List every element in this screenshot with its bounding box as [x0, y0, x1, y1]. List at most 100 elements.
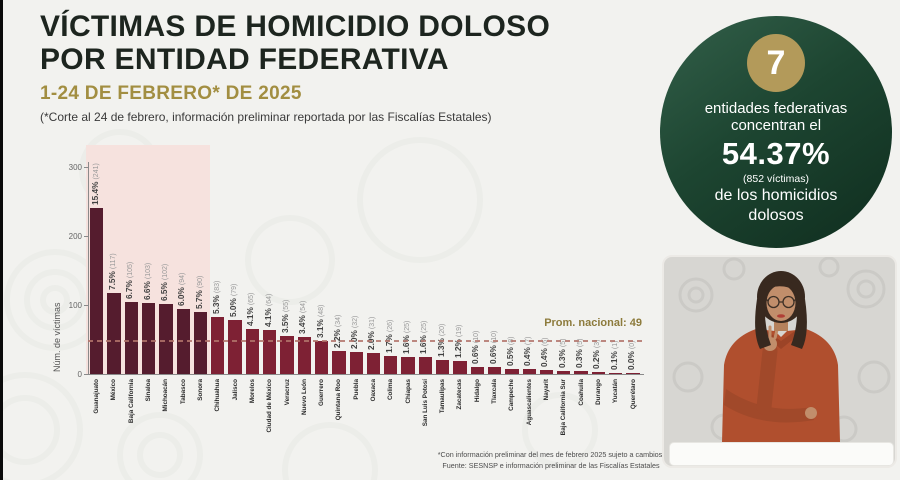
bar-value-label: 0.6% (10): [469, 331, 482, 364]
bar-percent: 6.7%: [124, 279, 135, 299]
bar-percent: 0.0%: [626, 351, 636, 371]
bar-count: (31): [369, 316, 377, 331]
bar-value-label: 0.1% (1): [608, 341, 621, 370]
bar-value-label: 6.5% (102): [158, 263, 171, 300]
date-range-subtitle: 1-24 DE FEBRERO* DE 2025: [40, 83, 302, 104]
x-tick-label: Nuevo León: [300, 379, 308, 416]
bar: [539, 369, 554, 374]
bar: [366, 352, 381, 374]
bar-percent: 0.6%: [470, 345, 481, 365]
bar: [401, 356, 415, 374]
x-tick-label: Baja California: [127, 379, 135, 424]
page-title-line2: POR ENTIDAD FEDERATIVA: [40, 43, 449, 76]
x-tick-label: México: [110, 379, 118, 401]
bar: [418, 356, 433, 374]
bar-percent: 0.5%: [504, 346, 515, 366]
bar: [436, 360, 450, 374]
bar-count: (10): [473, 330, 481, 346]
bar: [384, 356, 398, 374]
bar-count: (25): [421, 320, 429, 335]
x-tick-label: Tabasco: [179, 379, 187, 405]
bar-value-label: 6.0% (94): [175, 273, 188, 306]
source-footnote-line2: Fuente: SESNSP e información preliminar …: [442, 460, 660, 470]
bar: [245, 329, 260, 374]
national-average-label: Prom. nacional: 49: [544, 317, 642, 329]
bar-percent: 4.1%: [262, 307, 273, 327]
bar-value-label: 7.5% (117): [106, 254, 119, 291]
bar-value-label: 3.4% (54): [296, 300, 309, 333]
bar-percent: 6.5%: [158, 281, 169, 301]
bar-count: (241): [92, 162, 100, 182]
bar-count: (7): [525, 336, 533, 348]
bar-count: (90): [196, 275, 204, 290]
bar-value-label: 1.6% (25): [400, 320, 413, 353]
highlight-badge: 7 entidades federativas concentran el 54…: [660, 16, 892, 248]
bar-count: (64): [265, 293, 273, 308]
bar-count: (103): [144, 262, 152, 281]
bar-value-label: 3.5% (55): [279, 300, 292, 333]
bar-percent: 5.0%: [228, 297, 239, 317]
bar: [591, 371, 606, 374]
bar-percent: 5.7%: [193, 289, 204, 309]
bar: [107, 293, 121, 374]
bar-value-label: 4.1% (65): [244, 293, 257, 326]
bar-percent: 6.0%: [176, 287, 187, 307]
x-axis-line: [88, 374, 644, 375]
bar-value-label: 4.1% (64): [262, 293, 275, 326]
bar: [626, 373, 640, 374]
bar: [159, 303, 173, 374]
bar-count: (48): [317, 304, 325, 319]
video-caption-strip: [669, 442, 894, 466]
x-tick-label: Morelos: [248, 379, 256, 404]
data-cutoff-note: (*Corte al 24 de febrero, información pr…: [40, 110, 492, 124]
x-tick-label: Michoacán: [162, 379, 170, 412]
bar-percent: 2.2%: [331, 328, 342, 348]
x-tick-label: Guerrero: [318, 379, 325, 406]
header: VÍCTIMAS DE HOMICIDIO DOLOSO POR ENTIDAD…: [40, 10, 660, 124]
bar-value-label: 1.7% (26): [383, 320, 396, 353]
bar: [228, 319, 242, 374]
national-average-line: [88, 340, 642, 342]
bar-value-label: 2.2% (34): [331, 314, 344, 347]
page-title: VÍCTIMAS DE HOMICIDIO DOLOSO POR ENTIDAD…: [40, 10, 660, 76]
bar: [297, 336, 311, 374]
plot-area: 15.4% (241) 7.5% (117) 6.7% (105) 6.6% (103…: [88, 162, 644, 374]
bar: [609, 373, 623, 374]
bar: [487, 367, 502, 374]
bar: [522, 369, 536, 374]
bar-percent: 3.4%: [297, 314, 308, 334]
bar-value-label: 6.6% (103): [141, 263, 154, 300]
sign-language-interpreter-video: [662, 255, 897, 468]
bar: [211, 316, 225, 374]
bar-percent: 0.1%: [608, 351, 619, 370]
bar: [332, 350, 346, 374]
bar-count: (26): [386, 319, 394, 335]
bar-value-label: 2.0% (31): [365, 316, 378, 349]
bar-count: (32): [352, 315, 360, 330]
x-tick-label: Colima: [387, 379, 395, 400]
bar-count: (117): [110, 253, 117, 272]
x-tick-label: Puebla: [352, 379, 360, 400]
x-tick-label: Chihuahua: [214, 379, 222, 412]
bar-count: (34): [334, 314, 342, 329]
bar: [505, 368, 519, 374]
bar: [90, 207, 104, 374]
bar-percent: 0.2%: [591, 349, 602, 369]
bar-count: (1): [611, 340, 619, 352]
bar-count: (65): [248, 292, 256, 308]
bar-value-label: 0.3% (5): [573, 338, 586, 367]
bar-percent: 3.5%: [280, 314, 290, 334]
bar-value-label: 2.0% (32): [348, 316, 361, 349]
bar-count: (10): [490, 330, 498, 346]
bar-value-label: 5.3% (83): [210, 280, 223, 313]
page-title-line1: VÍCTIMAS DE HOMICIDIO DOLOSO: [40, 10, 551, 43]
interpreter-figure: [672, 257, 891, 443]
bar-count: (0): [629, 340, 636, 352]
bar-percent: 1.6%: [418, 334, 429, 354]
badge-percent: 54.37%: [721, 136, 831, 171]
homicide-bar-chart: Núm. de víctimas 15.4% (241) 7.5% (117) 6.…: [50, 140, 650, 480]
bar-count: (105): [127, 261, 135, 280]
x-tick-label: Oaxaca: [369, 379, 377, 402]
y-tick-mark: [84, 305, 88, 306]
